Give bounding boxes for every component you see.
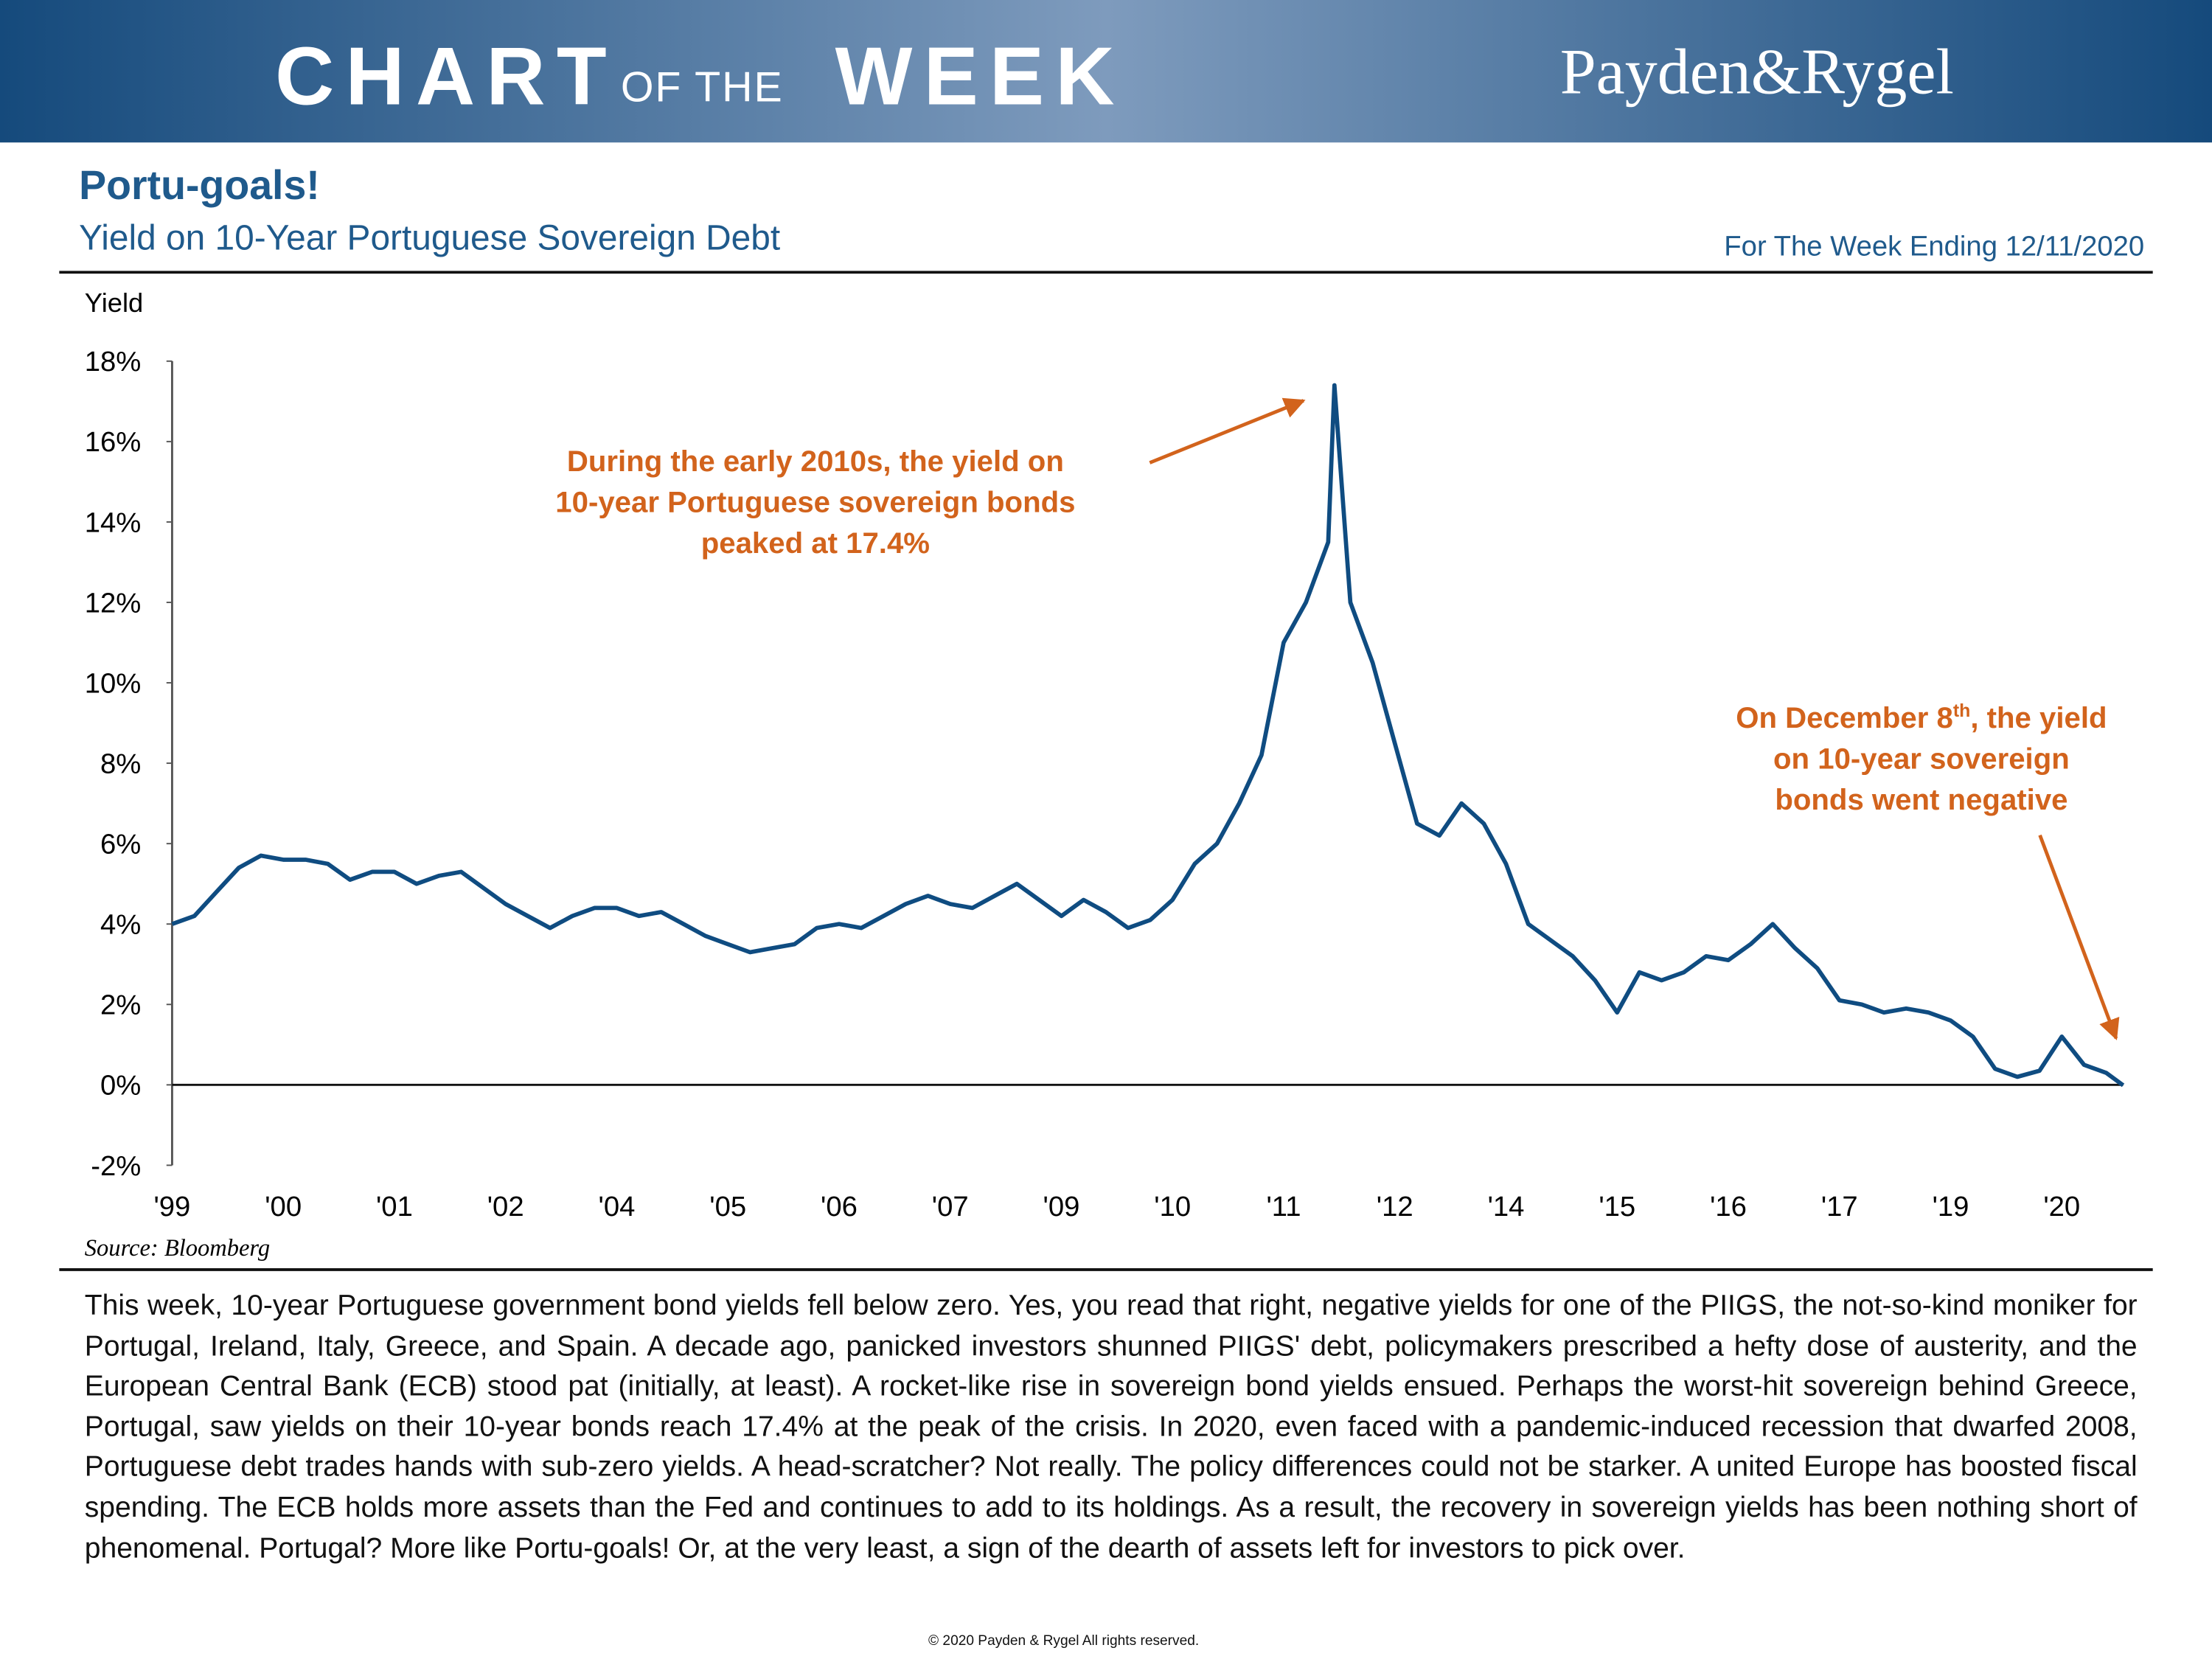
annotation: On December 8th, the yield <box>1736 700 2107 734</box>
y-tick-label: 6% <box>100 829 141 860</box>
x-tick-label: '15 <box>1599 1191 1635 1222</box>
yield-line <box>171 383 2125 1088</box>
x-tick-label: '10 <box>1154 1191 1191 1222</box>
body-text: This week, 10-year Portuguese government… <box>84 1290 2138 1565</box>
y-tick-label: 14% <box>85 507 142 538</box>
annotation: on 10-year sovereign <box>1773 742 2070 776</box>
banner-title: OF THE <box>621 64 784 111</box>
y-tick-label: 8% <box>100 748 141 779</box>
x-tick-label: '11 <box>1266 1191 1301 1222</box>
annotation-arrow <box>2038 834 2120 1040</box>
x-tick-label: '04 <box>599 1191 636 1222</box>
y-tick-label: 18% <box>85 346 142 378</box>
x-tick-label: '00 <box>265 1191 302 1222</box>
banner <box>0 0 2212 143</box>
y-tick-label: 12% <box>85 587 142 619</box>
source: Source: Bloomberg <box>85 1235 270 1262</box>
footer: © 2020 Payden & Rygel All rights reserve… <box>928 1633 1200 1649</box>
x-tick-label: '02 <box>487 1191 524 1222</box>
x-tick-label: '14 <box>1488 1191 1525 1222</box>
x-tick-label: '17 <box>1821 1191 1858 1222</box>
y-tick-label: 4% <box>100 909 141 941</box>
x-tick-label: '05 <box>709 1191 746 1222</box>
date-note: For The Week Ending 12/11/2020 <box>1724 230 2144 262</box>
y-tick-label: -2% <box>91 1150 141 1182</box>
y-tick-label: 2% <box>100 990 141 1021</box>
x-tick-label: '12 <box>1377 1191 1413 1222</box>
annotation: On December 8 <box>1736 701 1953 734</box>
banner-title: CHART <box>275 31 618 122</box>
annotation: During the early 2010s, the yield on <box>567 445 1064 478</box>
x-tick-label: '19 <box>1933 1191 1969 1222</box>
x-tick-label: '16 <box>1710 1191 1747 1222</box>
annotation-arrow <box>1149 397 1306 465</box>
annotation: peaked at 17.4% <box>701 526 930 560</box>
x-tick-label: '07 <box>932 1191 969 1222</box>
x-tick-label: '01 <box>376 1191 413 1222</box>
chart-subtitle: Yield on 10-Year Portuguese Sovereign De… <box>79 219 780 258</box>
y-tick-label: 16% <box>85 426 142 458</box>
chart-title: Portu-goals! <box>79 162 320 208</box>
y-tick-label: 0% <box>100 1070 141 1102</box>
x-tick-label: '20 <box>2043 1191 2080 1222</box>
y-tick-label: 10% <box>85 667 142 699</box>
annotation: 10-year Portuguese sovereign bonds <box>555 486 1075 519</box>
x-tick-label: '09 <box>1043 1191 1080 1222</box>
annotation: bonds went negative <box>1775 783 2067 816</box>
x-tick-label: '06 <box>821 1191 858 1222</box>
annotation-superscript: th <box>1953 700 1970 721</box>
brand: Payden&Rygel <box>1560 36 1954 108</box>
banner-title: WEEK <box>835 31 1126 122</box>
y-axis-label: Yield <box>85 288 143 318</box>
annotation: , the yield <box>1970 701 2107 734</box>
x-tick-label: '99 <box>153 1191 190 1222</box>
